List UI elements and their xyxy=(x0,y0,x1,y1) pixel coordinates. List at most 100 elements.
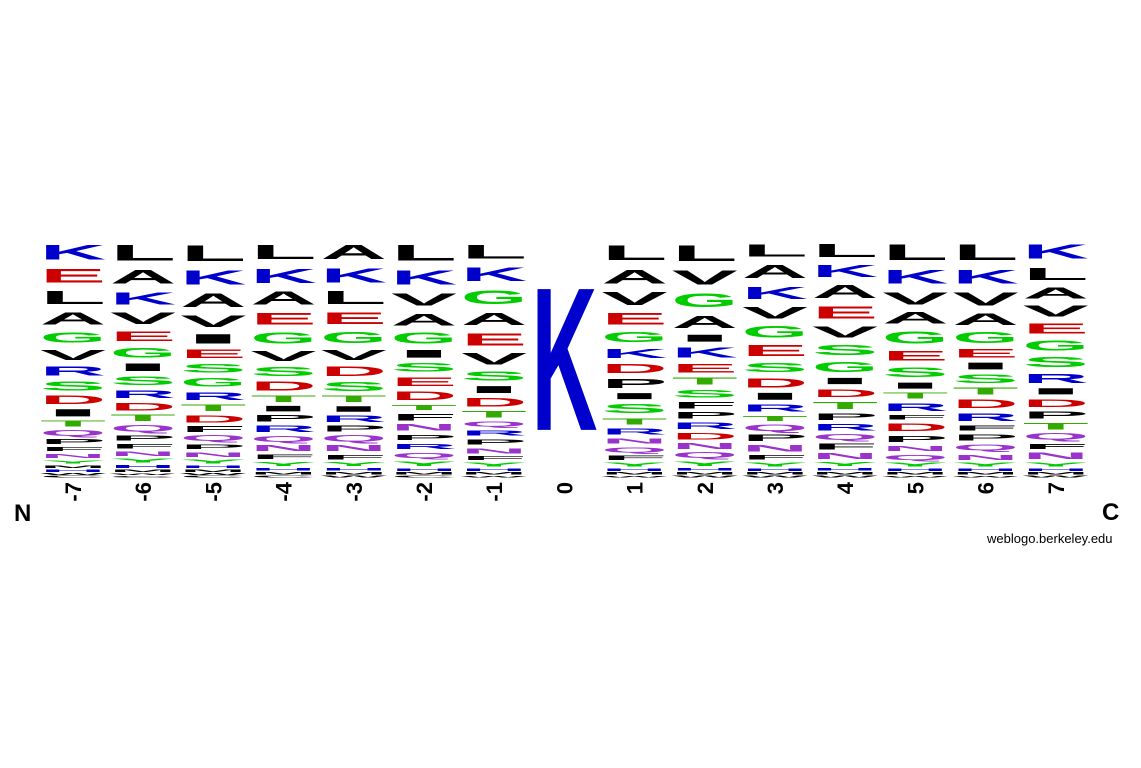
residue-V: V xyxy=(742,303,808,322)
residue-H: H xyxy=(953,468,1037,472)
residue-K: K xyxy=(953,267,1019,289)
residue-V: V xyxy=(180,312,251,331)
residue-I: I xyxy=(602,391,668,401)
position-tick-label: -1 xyxy=(482,482,507,502)
residue-C: C xyxy=(40,476,119,478)
residue-H: H xyxy=(180,465,262,469)
residue-M: M xyxy=(882,472,955,476)
residue-D: D xyxy=(882,422,949,434)
residue-S: S xyxy=(602,401,670,416)
c-terminus-label: C xyxy=(1102,499,1119,526)
residue-Y: Y xyxy=(882,463,955,469)
residue-N: N xyxy=(672,442,742,451)
residue-S: S xyxy=(110,374,176,388)
residue-Y: Y xyxy=(953,463,1026,469)
residue-Q: Q xyxy=(110,423,178,433)
residue-K: K xyxy=(461,264,531,286)
residue-Y: Y xyxy=(391,461,465,468)
residue-S: S xyxy=(742,360,809,375)
residue-P: P xyxy=(953,433,1021,443)
residue-Q: Q xyxy=(40,429,106,438)
residue-E: E xyxy=(251,310,317,329)
residue-N: N xyxy=(882,444,948,453)
residue-F: F xyxy=(321,454,387,461)
residue-M: M xyxy=(812,472,881,476)
residue-R: R xyxy=(461,428,533,437)
residue-V: V xyxy=(321,348,388,364)
residue-F: F xyxy=(812,443,879,452)
residue-I: I xyxy=(812,376,878,386)
residue-K: K xyxy=(602,346,672,361)
residue-Y: Y xyxy=(321,462,391,468)
residue-F: F xyxy=(461,456,540,462)
residue-T: T xyxy=(391,403,460,412)
residue-Q: Q xyxy=(602,445,669,454)
residue-W: W xyxy=(321,476,414,478)
residue-G: G xyxy=(391,331,457,348)
residue-L: L xyxy=(461,241,527,263)
residue-E: E xyxy=(110,329,176,345)
residue-V: V xyxy=(1023,304,1093,321)
residue-Y: Y xyxy=(180,460,251,466)
residue-I: I xyxy=(321,405,387,414)
residue-S: S xyxy=(882,364,948,380)
residue-D: D xyxy=(812,388,878,400)
residue-I: I xyxy=(882,381,948,391)
residue-K: K xyxy=(391,267,459,289)
residue-A: A xyxy=(882,310,949,328)
residue-C: C xyxy=(391,476,473,478)
position-tick-label: 1 xyxy=(623,482,648,494)
residue-R: R xyxy=(742,403,808,414)
residue-M: M xyxy=(40,465,108,469)
residue-L: L xyxy=(251,241,317,264)
residue-H: H xyxy=(391,468,473,472)
residue-A: A xyxy=(40,309,109,329)
residue-H: H xyxy=(602,468,686,472)
residue-N: N xyxy=(251,444,320,453)
residue-G: G xyxy=(110,346,176,362)
residue-E: E xyxy=(882,348,948,364)
residue-F: F xyxy=(1023,442,1092,451)
residue-H: H xyxy=(40,469,119,473)
residue-A: A xyxy=(461,309,529,329)
residue-A: A xyxy=(110,267,176,289)
position-tick-label: 6 xyxy=(974,482,999,494)
residue-A: A xyxy=(321,242,388,264)
residue-Y: Y xyxy=(1023,462,1094,468)
residue-A: A xyxy=(180,291,247,312)
position-tick-label: -4 xyxy=(272,481,297,501)
residue-S: S xyxy=(321,380,387,394)
residue-E: E xyxy=(40,265,106,287)
residue-D: D xyxy=(461,395,529,409)
residue-A: A xyxy=(602,266,668,288)
residue-F: F xyxy=(180,425,249,434)
residue-P: P xyxy=(180,444,254,451)
residue-I: I xyxy=(1023,386,1089,396)
residue-S: S xyxy=(812,343,879,359)
residue-S: S xyxy=(461,369,529,384)
residue-R: R xyxy=(882,402,949,414)
residue-L: L xyxy=(812,240,878,261)
residue-S: S xyxy=(391,361,457,375)
residue-S: S xyxy=(1023,355,1091,371)
residue-D: D xyxy=(110,402,177,414)
residue-Y: Y xyxy=(40,459,106,464)
residue-Q: Q xyxy=(812,433,878,442)
residue-V: V xyxy=(40,347,106,364)
residue-D: D xyxy=(953,397,1022,411)
residue-V: V xyxy=(602,288,672,309)
residue-K: K xyxy=(812,261,881,281)
residue-M: M xyxy=(953,472,1026,476)
residue-M: M xyxy=(110,469,182,473)
residue-V: V xyxy=(110,310,176,328)
residue-P: P xyxy=(742,433,809,443)
residue-E: E xyxy=(742,343,808,360)
residue-Q: Q xyxy=(742,423,809,433)
position-tick-label: -2 xyxy=(412,482,437,502)
